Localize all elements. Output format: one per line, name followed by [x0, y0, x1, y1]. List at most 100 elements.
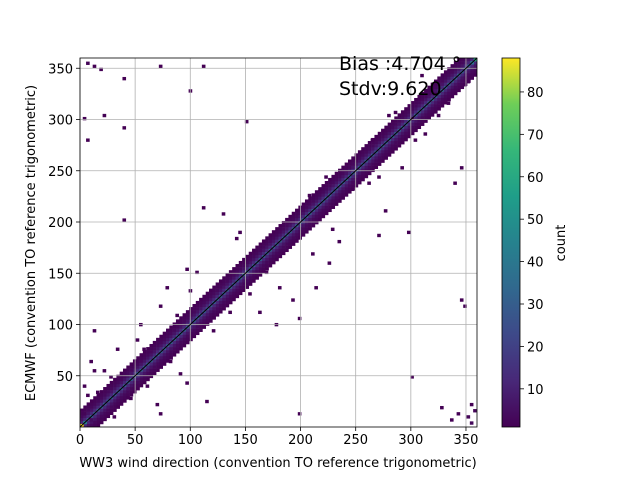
heatmap-cell [209, 316, 213, 320]
heatmap-cell [179, 340, 183, 345]
heatmap-cell [255, 264, 259, 268]
heatmap-cell [232, 273, 236, 277]
heatmap-cell [119, 371, 124, 376]
heatmap-cell [414, 122, 418, 126]
heatmap-cell [318, 187, 322, 191]
heatmap-cell [331, 177, 336, 182]
heatmap-cell [314, 193, 319, 197]
heatmap-cell [420, 94, 425, 99]
heatmap-cell [199, 304, 203, 308]
heatmap-cell [265, 239, 269, 243]
heatmap-cell [93, 417, 97, 422]
heatmap-cell [347, 184, 352, 188]
heatmap-cell [142, 377, 147, 382]
heatmap-cell [397, 119, 402, 123]
heatmap-cell [255, 251, 259, 256]
heatmap-cell [344, 174, 349, 179]
heatmap-cell [252, 257, 256, 262]
heatmap-cell [400, 137, 405, 142]
heatmap-cell [370, 138, 375, 142]
heatmap-cell [397, 131, 402, 136]
heatmap-cell [381, 137, 385, 142]
heatmap-cell [298, 236, 302, 240]
heatmap-cell [99, 411, 104, 415]
heatmap-cell [106, 396, 111, 400]
heatmap-cell [433, 79, 438, 83]
heatmap-cell [463, 64, 468, 68]
heatmap-cell [301, 230, 306, 234]
heatmap-cell [377, 144, 382, 148]
heatmap-cell [235, 270, 240, 274]
heatmap-cell [453, 67, 458, 71]
heatmap-cell [424, 94, 428, 99]
heatmap-cell [457, 88, 461, 93]
heatmap-cell [354, 181, 359, 185]
heatmap-cell [255, 276, 259, 280]
heatmap-cell [328, 184, 332, 188]
heatmap-cell [371, 156, 375, 160]
heatmap-cell [420, 91, 425, 96]
heatmap-cell [288, 220, 293, 225]
heatmap-cell [265, 248, 269, 253]
heatmap-cell [467, 58, 471, 62]
heatmap-cell [86, 411, 91, 415]
heatmap-cell [242, 270, 246, 274]
heatmap-cell [182, 343, 187, 348]
heatmap-cell [80, 408, 84, 412]
heatmap-cell [175, 337, 180, 342]
heatmap-cell [218, 310, 223, 314]
heatmap-cell [189, 316, 193, 320]
heatmap-cell [447, 67, 451, 71]
x-tick-label: 200 [288, 433, 313, 448]
heatmap-cell [338, 199, 342, 203]
heatmap-cell [433, 97, 438, 102]
heatmap-cell [119, 377, 124, 382]
heatmap-cell [384, 131, 388, 136]
heatmap-cell [347, 162, 352, 166]
heatmap-cell [361, 147, 365, 151]
heatmap-cell [83, 423, 87, 427]
heatmap-cell [384, 125, 388, 130]
heatmap-cell [218, 297, 223, 302]
heatmap-cell [321, 202, 326, 206]
heatmap-cell [314, 199, 319, 203]
heatmap-cell [86, 414, 91, 419]
heatmap-cell [192, 307, 197, 311]
heatmap-cell [473, 70, 477, 74]
heatmap-cell [453, 82, 458, 86]
y-tick-label: 300 [48, 114, 73, 129]
heatmap-cell [225, 279, 230, 283]
heatmap-cell [288, 236, 293, 240]
heatmap-cell [252, 267, 256, 271]
heatmap-cell [142, 359, 147, 363]
heatmap-cell [357, 177, 362, 182]
heatmap-cell [261, 251, 266, 256]
heatmap-cell [384, 134, 388, 139]
heatmap-cell [314, 208, 319, 213]
heatmap-cell [374, 159, 379, 163]
heatmap-cell [116, 396, 120, 400]
heatmap-cell [232, 291, 236, 296]
heatmap-cell [281, 220, 286, 225]
heatmap-cell [89, 418, 93, 422]
heatmap-cell [271, 254, 276, 259]
heatmap-cell [407, 107, 412, 111]
heatmap-cell [218, 300, 223, 305]
heatmap-cell [156, 362, 160, 366]
heatmap-cell [205, 300, 210, 305]
heatmap-cell [347, 165, 352, 169]
x-tick-label: 150 [233, 433, 258, 448]
heatmap-cell [473, 67, 477, 71]
heatmap-cell [331, 196, 336, 200]
heatmap-cell [288, 242, 293, 246]
heatmap-cell [265, 260, 269, 265]
heatmap-cell [334, 171, 339, 176]
heatmap-cell [126, 383, 130, 388]
heatmap-cell [275, 233, 279, 237]
heatmap-cell [377, 175, 381, 179]
heatmap-cell [463, 76, 468, 80]
heatmap-cell [162, 350, 167, 354]
heatmap-cell [109, 380, 114, 385]
heatmap-cell [424, 119, 428, 123]
heatmap-cell [252, 251, 256, 256]
